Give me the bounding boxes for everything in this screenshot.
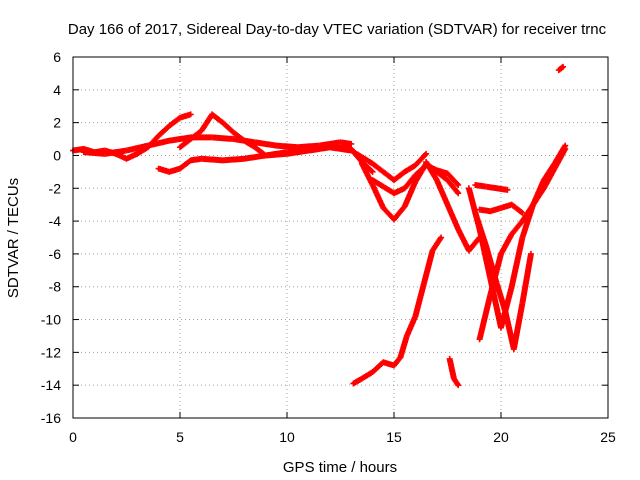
x-tick-label: 0	[69, 429, 77, 445]
series-track-l	[472, 209, 534, 353]
y-tick-label: -16	[41, 410, 61, 426]
y-tick-label: -10	[41, 312, 61, 328]
series-marks	[476, 147, 568, 341]
y-tick-label: -2	[49, 180, 62, 196]
series-track-m	[472, 181, 511, 193]
y-axis-label: SDTVAR / TECUs	[5, 178, 22, 298]
series-marks	[472, 211, 534, 351]
series-marks	[473, 182, 509, 193]
y-tick-label: -8	[49, 279, 62, 295]
series-track-b	[80, 134, 355, 157]
series-track-o	[555, 63, 567, 74]
series-marks	[478, 202, 525, 215]
series-marks	[423, 160, 482, 253]
chart-title: Day 166 of 2017, Sidereal Day-to-day VTE…	[68, 21, 607, 38]
series-marks	[351, 235, 444, 386]
y-tick-label: 0	[53, 147, 61, 163]
y-tick-label: 4	[53, 82, 61, 98]
x-tick-label: 15	[386, 429, 402, 445]
series-track-k	[476, 145, 569, 343]
series-track-g	[423, 159, 483, 254]
series-marks	[178, 112, 429, 183]
series-track-d	[177, 111, 430, 184]
series-marks	[82, 134, 353, 157]
x-tick-label: 20	[493, 429, 509, 445]
x-tick-label: 10	[279, 429, 295, 445]
data-points	[70, 63, 569, 389]
x-tick-label: 25	[600, 429, 616, 445]
y-tick-label: 2	[53, 115, 61, 131]
series-track-n	[476, 201, 526, 216]
series-track-h	[350, 234, 445, 387]
y-tick-label: -4	[49, 213, 62, 229]
y-tick-label: -12	[41, 344, 61, 360]
series-marks	[556, 64, 565, 73]
x-tick-label: 5	[176, 429, 184, 445]
y-tick-label: 6	[53, 49, 61, 65]
plot-frame	[72, 56, 609, 419]
tick-labels: 0 5 10 15 20 25 -16 -14 -12 -10 -8 -6 -4 -2 0 2 4 6	[41, 49, 616, 445]
y-tick-label: -14	[41, 377, 61, 393]
series-track-i	[446, 355, 462, 389]
y-tick-label: -6	[49, 246, 62, 262]
series-marks	[446, 357, 461, 387]
x-axis-label: GPS time / hours	[283, 459, 397, 476]
